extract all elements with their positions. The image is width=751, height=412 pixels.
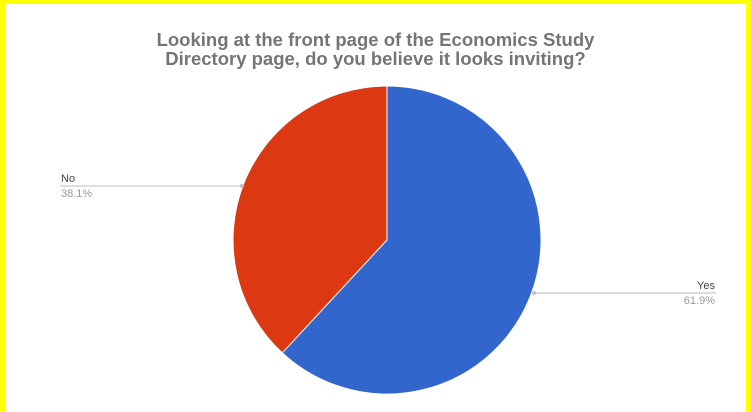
chart-title-line-2: Directory page, do you believe it looks … bbox=[165, 48, 586, 69]
leader-dot-yes bbox=[532, 291, 536, 295]
pie-slice-yes bbox=[281, 85, 542, 395]
chart-title-line-1: Looking at the front page of the Economi… bbox=[156, 29, 595, 50]
slice-percent-yes: 61.9% bbox=[684, 295, 715, 307]
leader-dot-no bbox=[240, 184, 244, 188]
chart-title: Looking at the front page of the Economi… bbox=[0, 30, 751, 68]
slice-percent-no: 38.1% bbox=[61, 188, 92, 200]
slice-label-no: No bbox=[61, 173, 75, 185]
pie-slice-no bbox=[232, 85, 388, 354]
slice-label-yes: Yes bbox=[697, 280, 715, 292]
